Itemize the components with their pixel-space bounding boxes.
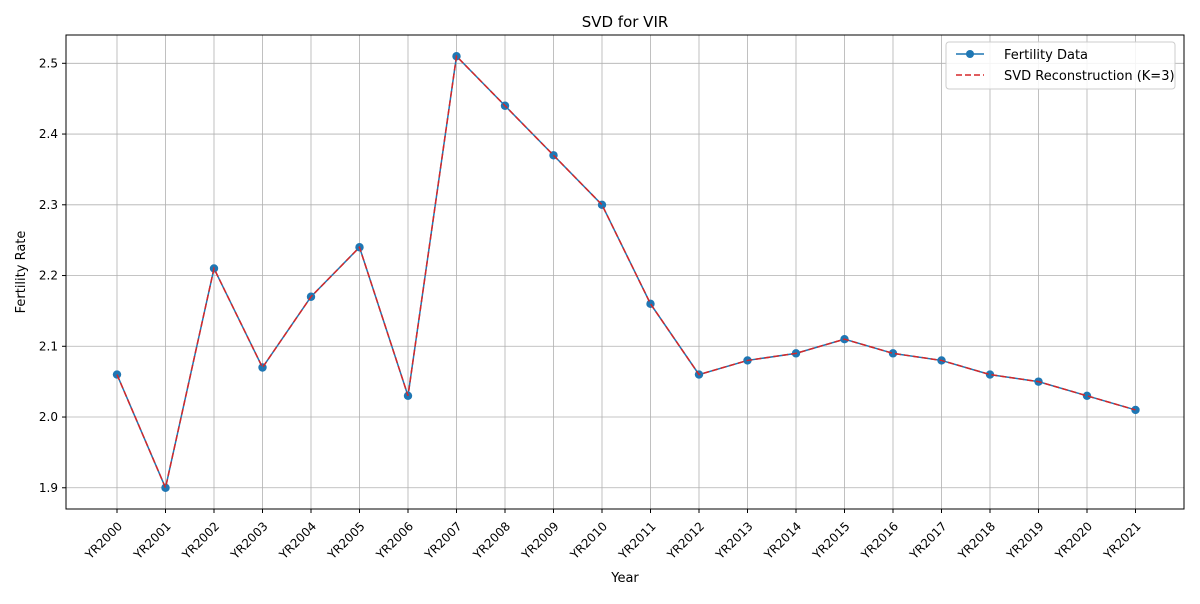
y-tick-label: 2.0	[39, 410, 58, 424]
legend-svd-label: SVD Reconstruction (K=3)	[1004, 69, 1175, 84]
x-tick-label: YR2009	[518, 519, 561, 562]
svd-reconstruction-line	[116, 54, 1136, 491]
x-tick-label: YR2016	[858, 519, 901, 562]
x-tick-label: YR2019	[1003, 519, 1046, 562]
x-tick-label: YR2008	[470, 519, 513, 562]
chart-title: SVD for VIR	[582, 13, 669, 31]
fertility-data-line	[116, 54, 1136, 491]
plot-frame	[65, 34, 1185, 510]
fertility-data-point	[985, 370, 995, 379]
x-tick-label: YR2012	[664, 519, 707, 562]
y-tick-label: 2.2	[39, 269, 58, 283]
x-tick-label: YR2003	[227, 519, 270, 562]
x-tick-label: YR2021	[1100, 519, 1143, 562]
y-tick-label: 2.3	[39, 198, 58, 212]
series-layer	[112, 52, 1140, 492]
y-tick-label: 2.5	[39, 56, 58, 70]
x-tick-label: YR2006	[373, 519, 416, 562]
y-tick-label: 2.4	[39, 127, 58, 141]
x-tick-label: YR2015	[809, 519, 852, 562]
x-tick-label: YR2013	[712, 519, 755, 562]
x-tick-label: YR2017	[906, 519, 949, 562]
fertility-data-point	[161, 483, 170, 492]
fertility-data-point	[1082, 391, 1092, 401]
x-tick-label: YR2011	[615, 519, 658, 562]
x-tick-label: YR2007	[421, 519, 464, 562]
x-tick-label: YR2004	[276, 519, 319, 562]
y-tick-label: 2.1	[39, 339, 58, 353]
x-tick-label: YR2018	[955, 519, 998, 562]
y-axis-label: Fertility Rate	[14, 231, 29, 314]
x-tick-label: YR2020	[1052, 519, 1095, 562]
x-tick-label: YR2014	[761, 519, 804, 562]
fertility-data-point	[258, 363, 267, 372]
x-tick-label: YR2010	[567, 519, 610, 562]
legend-fertility-label: Fertility Data	[1004, 48, 1088, 63]
x-tick-label: YR2000	[82, 519, 125, 562]
x-tick-label: YR2005	[324, 519, 367, 562]
x-axis-label: Year	[610, 571, 639, 586]
legend: Fertility Data SVD Reconstruction (K=3)	[945, 41, 1176, 90]
x-tick-label: YR2002	[179, 519, 222, 562]
legend-frame	[945, 41, 1176, 90]
grid	[66, 35, 1184, 509]
y-tick-label: 1.9	[39, 481, 58, 495]
fertility-data-point	[888, 349, 898, 358]
fertility-data-point	[646, 299, 655, 309]
x-tick-label: YR2001	[130, 519, 173, 562]
legend-fertility-marker	[966, 50, 974, 58]
